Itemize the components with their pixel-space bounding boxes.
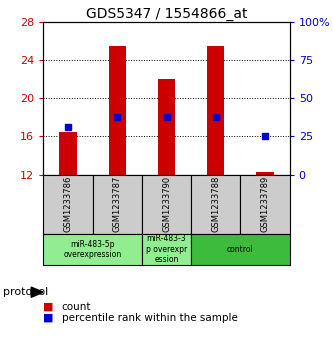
Bar	[43, 234, 142, 265]
Bar	[191, 234, 290, 265]
Text: GSM1233788: GSM1233788	[211, 176, 220, 232]
Text: GSM1233787: GSM1233787	[113, 176, 122, 232]
Bar	[43, 175, 93, 234]
Text: GSM1233790: GSM1233790	[162, 176, 171, 232]
Polygon shape	[31, 287, 43, 297]
Text: GSM1233789: GSM1233789	[260, 176, 270, 232]
Bar	[158, 79, 175, 175]
Text: count: count	[62, 302, 91, 312]
Text: percentile rank within the sample: percentile rank within the sample	[62, 313, 237, 323]
Text: miR-483-5p
overexpression: miR-483-5p overexpression	[64, 240, 122, 259]
Bar	[93, 175, 142, 234]
Bar	[256, 172, 274, 175]
Bar	[109, 46, 126, 175]
Bar	[240, 175, 290, 234]
Title: GDS5347 / 1554866_at: GDS5347 / 1554866_at	[86, 7, 247, 21]
Text: ■: ■	[43, 313, 54, 323]
Text: miR-483-3
p overexpr
ession: miR-483-3 p overexpr ession	[146, 234, 187, 264]
Text: ■: ■	[43, 302, 54, 312]
Bar	[59, 132, 77, 175]
Text: GSM1233786: GSM1233786	[63, 176, 73, 232]
Bar	[207, 46, 224, 175]
Text: control: control	[227, 245, 254, 254]
Text: protocol: protocol	[3, 287, 49, 297]
Bar	[142, 234, 191, 265]
Bar	[142, 175, 191, 234]
Bar	[191, 175, 240, 234]
